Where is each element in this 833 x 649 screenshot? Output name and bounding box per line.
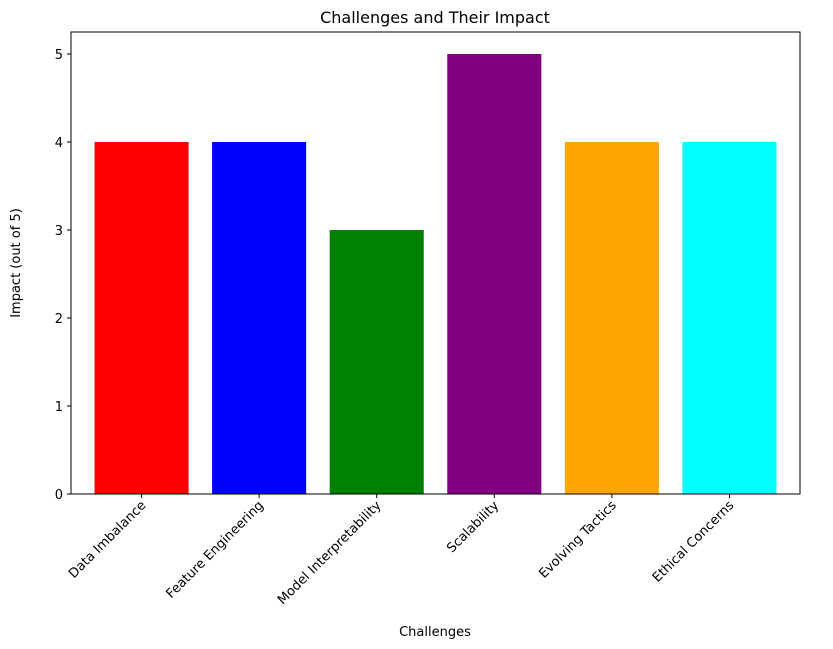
x-tick-label: Ethical Concerns bbox=[650, 498, 738, 586]
chart-title: Challenges and Their Impact bbox=[320, 8, 550, 27]
bar-scalability bbox=[447, 54, 542, 494]
y-axis-ticks: 0 1 2 3 4 5 bbox=[55, 48, 71, 503]
x-tick-label: Evolving Tactics bbox=[536, 498, 620, 582]
y-axis-label: Impact (out of 5) bbox=[9, 208, 24, 318]
x-axis-label: Challenges bbox=[399, 625, 471, 640]
y-tick-label: 5 bbox=[55, 48, 63, 63]
y-tick-label: 2 bbox=[55, 312, 63, 327]
x-axis-ticks: Data Imbalance Feature Engineering Model I… bbox=[66, 494, 737, 608]
plot-frame bbox=[70, 31, 801, 495]
bars-group bbox=[94, 54, 777, 494]
bar-evolving-tactics bbox=[564, 142, 659, 494]
x-tick-label: Model Interpretability bbox=[275, 498, 385, 608]
x-tick-label: Scalability bbox=[444, 498, 502, 556]
x-tick-label: Data Imbalance bbox=[66, 498, 149, 581]
y-tick-label: 3 bbox=[55, 224, 63, 239]
y-tick-label: 0 bbox=[55, 488, 63, 503]
x-tick-label: Feature Engineering bbox=[164, 498, 267, 601]
bar-data-imbalance bbox=[94, 142, 189, 494]
y-tick-label: 4 bbox=[55, 136, 63, 151]
bar-model-interpretability bbox=[329, 230, 424, 494]
bar-feature-engineering bbox=[212, 142, 307, 494]
y-tick-label: 1 bbox=[55, 400, 63, 415]
bar-ethical-concerns bbox=[682, 142, 777, 494]
